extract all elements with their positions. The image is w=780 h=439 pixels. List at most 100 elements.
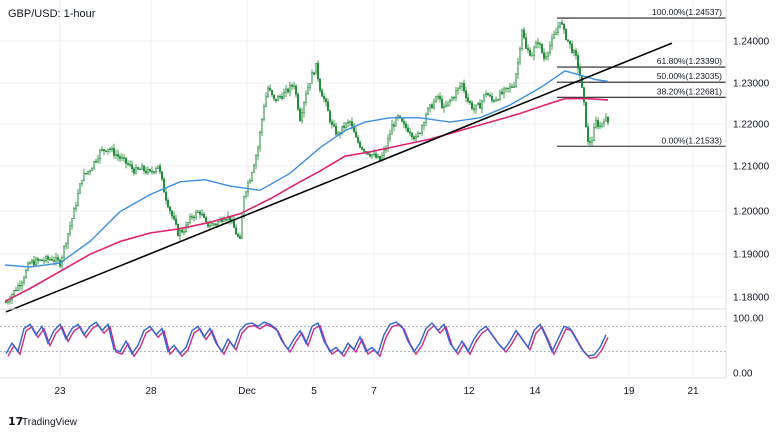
candle-body [83, 172, 85, 181]
candle-body [355, 131, 357, 138]
candle-body [81, 180, 83, 185]
candle-body [239, 236, 241, 239]
candle-body [263, 106, 265, 120]
candle-body [155, 168, 157, 173]
candle-body [307, 86, 309, 95]
candle-body [115, 154, 117, 156]
candle-body [409, 131, 411, 134]
candle-body [341, 125, 343, 134]
y-tick-label: 1.18000 [733, 293, 770, 304]
horizontal-gridlines [0, 40, 726, 298]
candle-body [441, 98, 443, 108]
candle-body [577, 55, 579, 69]
candle-body [565, 29, 567, 40]
candle-body [137, 167, 139, 170]
candle-body [197, 211, 199, 214]
candle-body [285, 88, 287, 93]
candle-body [203, 213, 205, 218]
candle-body [163, 178, 165, 193]
candle-body [485, 93, 487, 95]
candle-body [23, 277, 25, 283]
x-tick-label: 12 [463, 386, 475, 397]
candle-body [571, 43, 573, 53]
oscillator-main-line [5, 321, 607, 357]
candle-body [71, 218, 73, 227]
fib-level-label: 0.00%(1.21533) [662, 135, 723, 145]
x-tick-label: 21 [687, 386, 699, 397]
candle-body [241, 216, 243, 239]
candle-body [271, 90, 273, 96]
candle-body [559, 22, 561, 27]
fib-level-label: 61.80%(1.23390) [657, 56, 722, 66]
candle-body [529, 49, 531, 56]
brand-label: TradingView [22, 417, 78, 428]
candle-body [439, 96, 441, 100]
candle-body [199, 211, 201, 215]
candle-body [345, 122, 347, 128]
candle-body [487, 93, 489, 96]
candle-body [259, 132, 261, 149]
candle-body [411, 132, 413, 138]
y-tick-label: 1.19000 [733, 250, 770, 261]
candle-body [369, 153, 371, 157]
candle-body [211, 223, 213, 226]
candle-body [125, 157, 127, 164]
candle-body [351, 121, 353, 127]
candle-body [107, 148, 109, 152]
candle-body [9, 299, 11, 302]
candle-body [177, 224, 179, 237]
candle-body [383, 149, 385, 156]
candle-body [201, 213, 203, 216]
candle-body [533, 47, 535, 56]
candle-body [267, 87, 269, 97]
candle-body [145, 170, 147, 174]
x-tick-label: 14 [529, 386, 541, 397]
candle-body [415, 136, 417, 140]
candle-body [49, 259, 51, 261]
candle-body [63, 246, 65, 258]
candle-body [499, 91, 501, 100]
candle-body [465, 90, 467, 99]
candle-body [43, 260, 45, 262]
candle-body [67, 233, 69, 245]
fibonacci-retracement: 100.00%(1.24537) 61.80%(1.23390) 50.00%(1.… [557, 7, 726, 147]
candle-body [5, 301, 7, 304]
candle-body [527, 48, 529, 51]
candle-body [423, 122, 425, 126]
time-axis: 23 28 Dec 5 7 12 14 19 21 [54, 386, 699, 397]
y-tick-label: 1.24000 [733, 37, 770, 48]
candle-body [547, 52, 549, 57]
candle-body [275, 98, 277, 102]
candle-body [189, 216, 191, 223]
candle-body [51, 259, 53, 261]
candle-body [521, 29, 523, 49]
candle-body [545, 56, 547, 59]
x-tick-label: 7 [371, 386, 377, 397]
candle-body [585, 101, 587, 128]
candle-body [29, 262, 31, 265]
candle-body [305, 93, 307, 103]
candle-body [243, 196, 245, 218]
candle-body [599, 125, 601, 128]
candle-body [329, 110, 331, 122]
candle-body [187, 222, 189, 226]
fib-level-label: 100.00%(1.24537) [652, 7, 722, 17]
candle-body [537, 42, 539, 44]
candle-body [493, 100, 495, 102]
candle-body [405, 123, 407, 129]
candle-body [323, 96, 325, 100]
candle-body [147, 169, 149, 174]
fib-level-label: 50.00%(1.23035) [657, 71, 722, 81]
candle-body [551, 37, 553, 46]
candle-body [315, 62, 317, 75]
candle-body [103, 149, 105, 152]
candle-body [13, 289, 15, 296]
candle-body [421, 125, 423, 134]
candle-body [119, 156, 121, 159]
candle-body [47, 256, 49, 260]
candle-body [39, 259, 41, 261]
candle-body [447, 101, 449, 106]
candle-body [291, 84, 293, 87]
candle-body [171, 210, 173, 217]
candle-body [337, 132, 339, 135]
